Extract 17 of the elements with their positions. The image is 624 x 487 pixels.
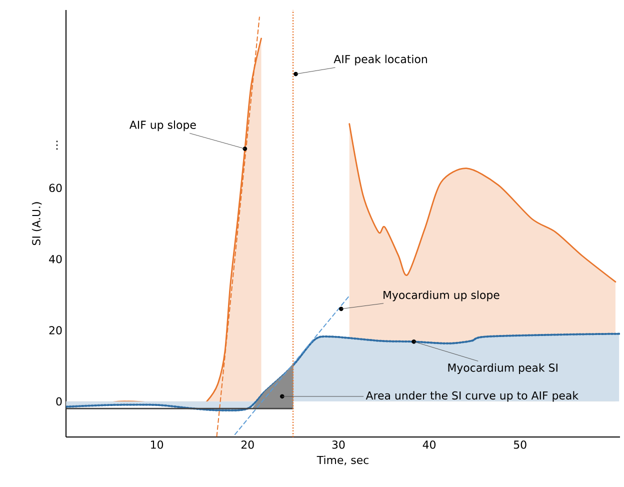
x-tick-label: 10 (151, 440, 164, 449)
y-tick-label: 60 (49, 184, 62, 192)
annotation: Myocardium peak SI (448, 363, 558, 374)
y-axis-title: SI (A.U.) (32, 202, 42, 246)
y-tick-label: ⋮ (56, 140, 58, 150)
y-tick-label: 40 (49, 254, 62, 264)
y-tick-label: 0 (56, 397, 62, 406)
x-tick-label: 50 (514, 440, 526, 449)
y-tick-label: 20 (49, 326, 62, 334)
annotation: Area under the SI curve up to AIF peak (366, 391, 578, 402)
annotation: Myocardium up slope (384, 290, 500, 302)
x-tick-label: 20 (241, 440, 254, 449)
annotation: AIF peak location (334, 54, 427, 66)
x-axis-title: Time, sec (316, 456, 368, 466)
annotation: AIF up slope (129, 120, 196, 132)
x-tick-label: 30 (332, 440, 345, 449)
x-tick-label: 40 (422, 440, 436, 449)
